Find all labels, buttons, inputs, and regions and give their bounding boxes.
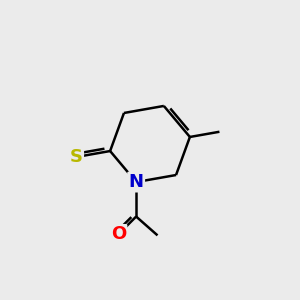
- Text: S: S: [70, 148, 83, 166]
- Text: O: O: [111, 225, 126, 243]
- Text: N: N: [129, 173, 144, 191]
